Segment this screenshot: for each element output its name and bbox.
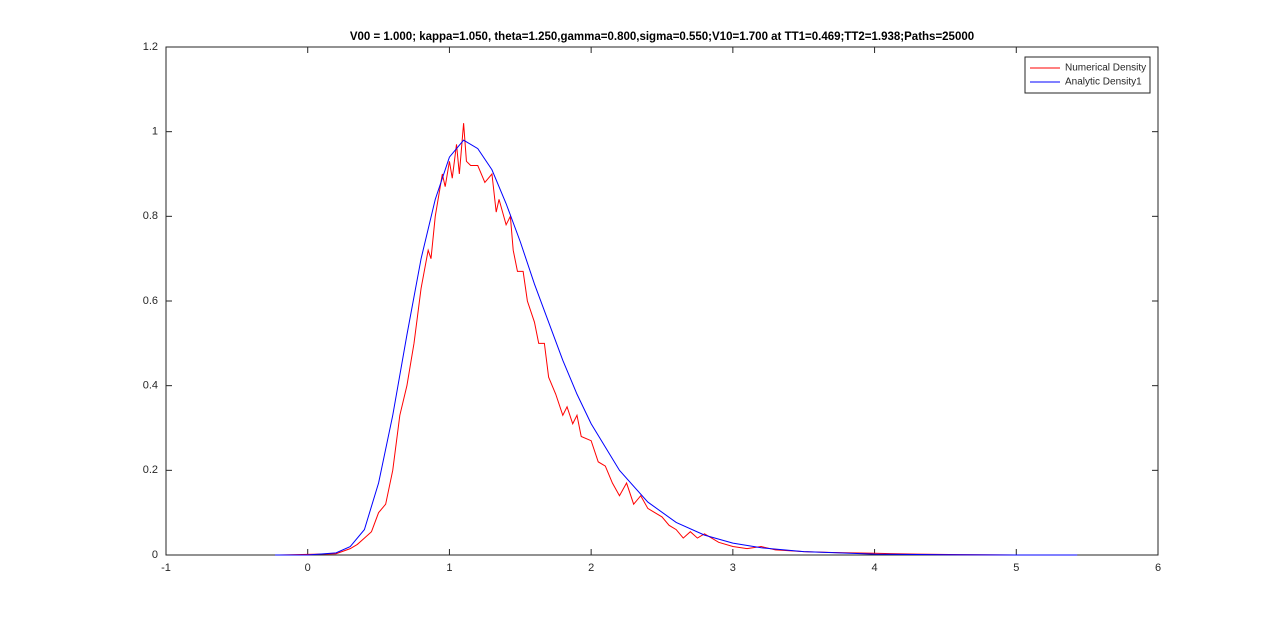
data-line: [275, 139, 1078, 556]
y-tick-label: 0: [152, 549, 158, 561]
x-tick-label: 0: [305, 562, 311, 574]
legend-label: Analytic Density1: [1065, 77, 1142, 88]
x-tick-label: -1: [161, 562, 171, 574]
y-tick-label: 0.2: [143, 464, 158, 476]
plot-area: [165, 46, 1159, 556]
data-line: [279, 123, 1045, 556]
x-tick-label: 5: [1013, 562, 1019, 574]
x-tick-label: 6: [1155, 562, 1161, 574]
y-tick-label: 0.8: [143, 210, 158, 222]
y-tick-label: 0.4: [143, 380, 158, 392]
x-tick-label: 1: [446, 562, 452, 574]
y-tick-label: 1: [152, 126, 158, 138]
y-tick-label: 1.2: [143, 41, 158, 53]
legend-label: Numerical Density: [1065, 63, 1146, 74]
x-tick-label: 3: [730, 562, 736, 574]
chart-title: V00 = 1.000; kappa=1.050, theta=1.250,ga…: [350, 31, 974, 43]
x-tick-label: 2: [588, 562, 594, 574]
x-tick-label: 4: [872, 562, 878, 574]
y-tick-label: 0.6: [143, 295, 158, 307]
legend-box: [1024, 56, 1151, 94]
